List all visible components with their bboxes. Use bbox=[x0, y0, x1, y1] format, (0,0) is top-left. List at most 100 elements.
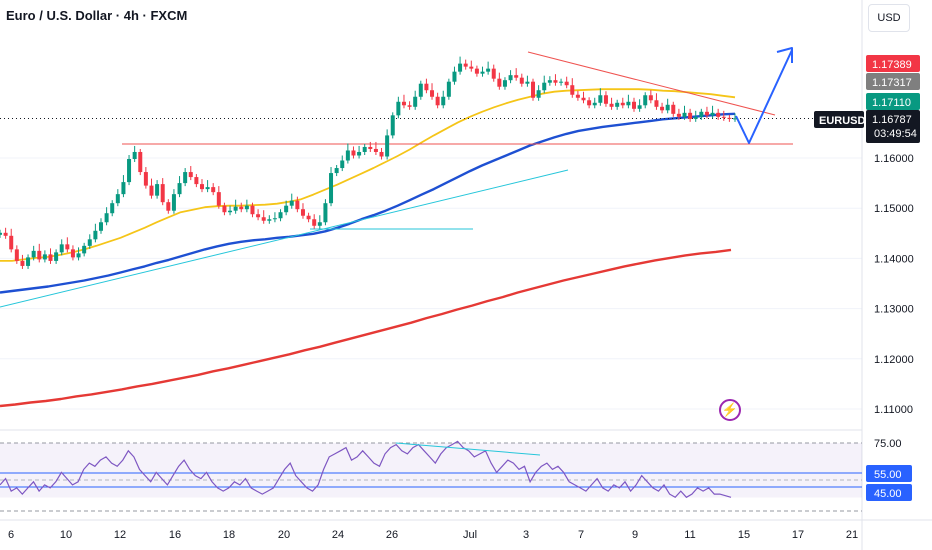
candle bbox=[160, 178, 165, 206]
candle-body bbox=[435, 96, 440, 106]
candle-body bbox=[418, 83, 423, 97]
ema50-line bbox=[0, 88, 736, 262]
candle bbox=[637, 99, 642, 112]
candle-body bbox=[413, 96, 418, 107]
candle bbox=[441, 90, 446, 109]
candle bbox=[70, 245, 75, 261]
candle bbox=[497, 72, 502, 90]
candle-body bbox=[665, 104, 670, 111]
candle-body bbox=[396, 101, 401, 116]
candle-body bbox=[654, 100, 659, 107]
candle-body bbox=[127, 159, 132, 183]
candle bbox=[401, 94, 406, 109]
candle-body bbox=[194, 177, 199, 185]
candle bbox=[368, 141, 373, 152]
candle bbox=[491, 64, 496, 82]
candle bbox=[278, 209, 283, 222]
candle-body bbox=[0, 232, 2, 235]
candle bbox=[14, 245, 19, 264]
candle-body bbox=[171, 194, 176, 211]
candle bbox=[26, 254, 31, 269]
rsi-55-box bbox=[866, 465, 912, 482]
candle-body bbox=[317, 222, 322, 226]
candle bbox=[615, 99, 620, 110]
candle bbox=[587, 97, 592, 109]
candle-body bbox=[334, 168, 339, 174]
price-label-box bbox=[866, 110, 920, 143]
candle-body bbox=[272, 218, 277, 220]
candle bbox=[508, 70, 513, 84]
candle bbox=[143, 167, 148, 189]
rsi-45-label: 45.00 bbox=[874, 488, 902, 500]
candle bbox=[48, 248, 53, 264]
candle-body bbox=[155, 184, 160, 196]
ema200-line bbox=[0, 248, 732, 408]
candle-body bbox=[93, 230, 98, 240]
candle bbox=[289, 193, 294, 209]
symbol-label-box bbox=[814, 111, 864, 128]
rsi-55-label: 55.00 bbox=[874, 469, 902, 481]
candle-body bbox=[110, 203, 115, 214]
candle-body bbox=[401, 101, 406, 106]
candle bbox=[334, 165, 339, 177]
candle bbox=[216, 186, 221, 209]
candle-body bbox=[306, 215, 311, 220]
candle bbox=[458, 56, 463, 75]
candle bbox=[239, 202, 244, 213]
candle bbox=[171, 189, 176, 214]
candle-body bbox=[256, 214, 261, 218]
candle bbox=[373, 141, 378, 155]
candle-body bbox=[704, 111, 709, 116]
price-label-value: 1.17317 bbox=[872, 77, 912, 89]
candle-body bbox=[592, 102, 597, 106]
candle bbox=[648, 90, 653, 104]
candle-body bbox=[570, 85, 575, 95]
candle-body bbox=[463, 63, 468, 67]
candle-body bbox=[559, 81, 564, 83]
candle bbox=[345, 143, 350, 164]
candle bbox=[250, 202, 255, 218]
price-tick-label: 1.16000 bbox=[874, 153, 914, 165]
chart-title: Euro / U.S. Dollar · 4h · FXCM bbox=[6, 8, 188, 23]
lightning-bolt-icon[interactable]: ⚡ bbox=[719, 399, 741, 421]
candle bbox=[20, 254, 25, 269]
trend-drawings[interactable] bbox=[0, 47, 862, 308]
time-axis[interactable]: 6 10 12 16 18 20 24 26 Jul 3 7 9 11 15 17 21 bbox=[8, 529, 858, 541]
candle-body bbox=[160, 184, 165, 203]
candle-body bbox=[430, 90, 435, 97]
candle bbox=[469, 60, 474, 72]
candle bbox=[474, 65, 479, 77]
candle-body bbox=[31, 250, 36, 258]
candle bbox=[188, 166, 193, 181]
candle bbox=[581, 91, 586, 104]
candle bbox=[424, 78, 429, 94]
candle bbox=[536, 85, 541, 101]
candle bbox=[351, 146, 356, 159]
candle-body bbox=[587, 100, 592, 106]
candle-body bbox=[295, 200, 300, 210]
price-labels: 1.17389 1.17317 1.17110 1.16787 03:49:54 EURU… bbox=[814, 55, 920, 501]
currency-button[interactable]: USD bbox=[868, 4, 910, 32]
candle bbox=[721, 110, 726, 121]
candle bbox=[665, 98, 670, 114]
price-tick-label: 1.15000 bbox=[874, 203, 914, 215]
candle bbox=[233, 199, 238, 214]
candle bbox=[609, 97, 614, 110]
candle-body bbox=[458, 63, 463, 72]
candle-body bbox=[340, 160, 345, 169]
price-axis[interactable]: 1.16000 1.15000 1.14000 1.13000 1.12000 1.110… bbox=[874, 153, 914, 450]
ema100-line bbox=[0, 112, 736, 294]
cyan-trendline bbox=[0, 169, 569, 308]
candle bbox=[267, 215, 272, 224]
candle bbox=[166, 199, 171, 214]
candle-body bbox=[564, 81, 569, 86]
candle-body bbox=[536, 90, 541, 98]
candle bbox=[632, 97, 637, 112]
candle bbox=[3, 227, 8, 239]
candle bbox=[110, 200, 115, 217]
candle-body bbox=[59, 244, 64, 253]
candle bbox=[671, 101, 676, 117]
candle-body bbox=[480, 71, 485, 74]
candle-body bbox=[575, 94, 580, 98]
